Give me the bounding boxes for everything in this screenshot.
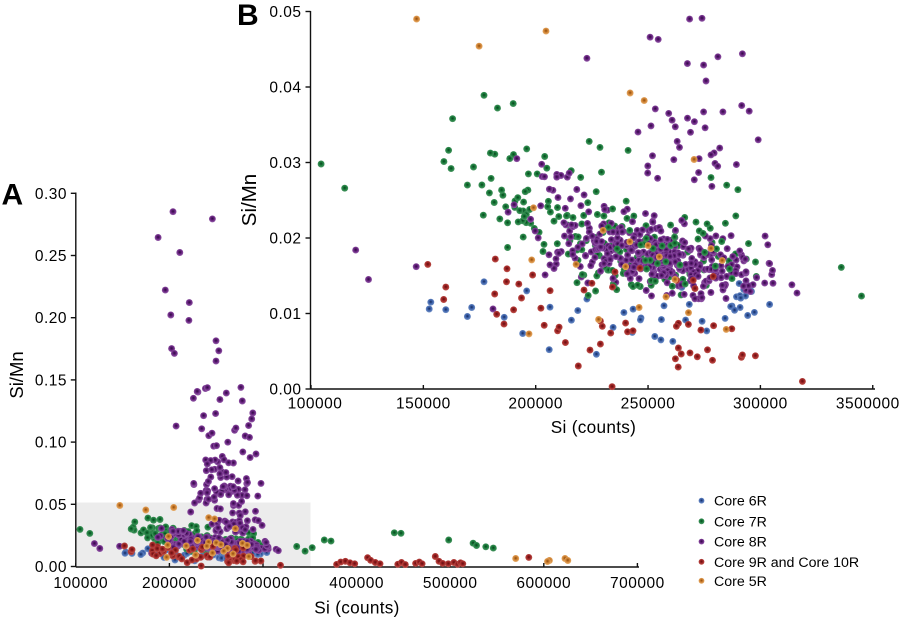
- svg-text:Core 5R: Core 5R: [714, 574, 767, 590]
- svg-text:0.25: 0.25: [35, 248, 67, 265]
- svg-text:0.04: 0.04: [269, 80, 301, 97]
- svg-text:700000: 700000: [610, 575, 665, 592]
- svg-text:0.03: 0.03: [269, 155, 301, 172]
- svg-text:0.15: 0.15: [35, 372, 67, 389]
- svg-text:Si (counts): Si (counts): [314, 598, 399, 618]
- svg-text:Core 8R: Core 8R: [714, 535, 767, 551]
- svg-text:250000: 250000: [621, 396, 676, 413]
- svg-text:3500000: 3500000: [836, 396, 900, 413]
- svg-text:Core 6R: Core 6R: [714, 494, 767, 510]
- svg-text:Si (counts): Si (counts): [551, 417, 636, 437]
- svg-text:Core 9R and Core 10R: Core 9R and Core 10R: [714, 555, 859, 571]
- svg-text:100000: 100000: [288, 396, 343, 413]
- svg-text:0.20: 0.20: [35, 310, 67, 327]
- svg-text:Core 7R: Core 7R: [714, 514, 767, 530]
- svg-text:0.05: 0.05: [269, 4, 301, 21]
- svg-text:0.10: 0.10: [35, 435, 67, 452]
- svg-text:0.00: 0.00: [269, 382, 301, 399]
- svg-text:200000: 200000: [508, 396, 563, 413]
- svg-text:400000: 400000: [329, 575, 384, 592]
- svg-text:100000: 100000: [53, 575, 108, 592]
- svg-text:200000: 200000: [142, 575, 197, 592]
- svg-text:300000: 300000: [733, 396, 788, 413]
- svg-text:0.02: 0.02: [269, 231, 301, 248]
- svg-text:Si/Mn: Si/Mn: [6, 351, 27, 398]
- svg-text:0.05: 0.05: [35, 497, 67, 514]
- svg-text:150000: 150000: [396, 396, 451, 413]
- svg-text:0.01: 0.01: [269, 306, 301, 323]
- svg-text:0.30: 0.30: [35, 186, 67, 203]
- svg-text:B: B: [237, 0, 259, 32]
- svg-text:Si/Mn: Si/Mn: [238, 174, 261, 226]
- svg-text:600000: 600000: [516, 575, 571, 592]
- svg-text:A: A: [2, 179, 24, 212]
- svg-text:0.00: 0.00: [35, 559, 67, 576]
- svg-text:300000: 300000: [236, 575, 291, 592]
- svg-text:500000: 500000: [423, 575, 478, 592]
